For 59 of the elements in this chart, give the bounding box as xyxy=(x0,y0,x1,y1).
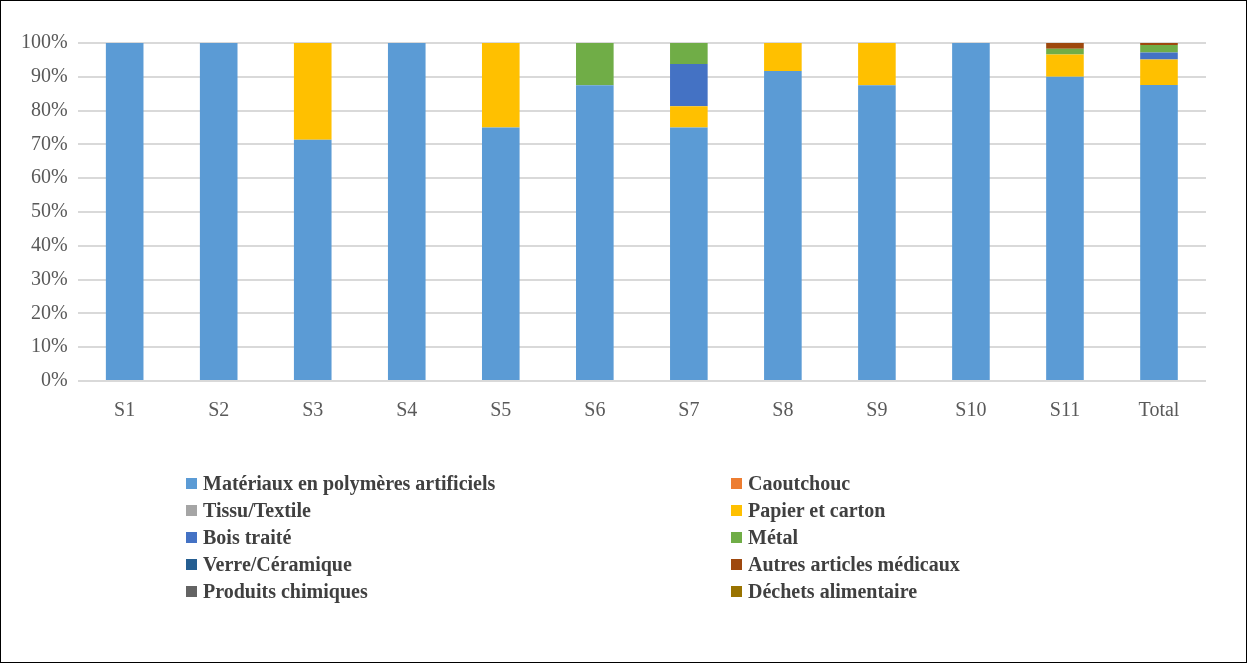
bar xyxy=(670,106,708,128)
bar xyxy=(764,71,802,380)
bar xyxy=(858,43,896,86)
bar xyxy=(481,43,520,128)
legend-label: Produits chimiques xyxy=(203,580,368,603)
y-tick-label: 30% xyxy=(30,266,68,289)
y-tick-label: 0% xyxy=(40,368,68,391)
bar xyxy=(952,43,990,380)
bar xyxy=(1140,45,1178,53)
y-tick-label: 60% xyxy=(30,165,68,188)
bar xyxy=(670,63,708,107)
bar xyxy=(1140,52,1178,60)
y-tick-label: 90% xyxy=(30,64,68,87)
legend-label: Métal xyxy=(748,526,798,549)
y-tick-label: 10% xyxy=(30,334,68,357)
bar xyxy=(576,43,614,86)
bar xyxy=(481,127,520,380)
x-tick-label: S2 xyxy=(208,398,230,421)
x-tick-label: S7 xyxy=(678,398,700,421)
x-tick-label: S3 xyxy=(302,398,324,421)
x-tick-label: Total xyxy=(1138,398,1180,421)
bar xyxy=(1046,54,1084,77)
legend-label: Autres articles médicaux xyxy=(748,553,960,576)
legend-label: Verre/Céramique xyxy=(203,553,352,576)
x-tick-label: S5 xyxy=(490,398,512,421)
legend-label: Papier et carton xyxy=(748,499,886,522)
bar xyxy=(858,85,896,380)
legend-label: Matériaux en polymères artificiels xyxy=(203,472,496,495)
y-tick-label: 40% xyxy=(30,233,68,256)
x-tick-label: S10 xyxy=(955,398,987,421)
x-tick-label: S1 xyxy=(114,398,136,421)
x-tick-label: S11 xyxy=(1049,398,1081,421)
y-tick-label: 50% xyxy=(30,199,68,222)
bar xyxy=(387,43,426,380)
bar xyxy=(293,43,332,140)
y-tick-label: 70% xyxy=(30,131,68,154)
legend-label: Bois traité xyxy=(203,526,292,549)
y-tick-label: 80% xyxy=(30,97,68,120)
bar xyxy=(764,43,802,72)
bar xyxy=(1046,43,1084,49)
bar xyxy=(1140,84,1178,380)
y-tick-label: 100% xyxy=(20,30,68,53)
bar xyxy=(576,85,614,380)
y-tick-label: 20% xyxy=(30,300,68,323)
bar xyxy=(670,127,708,380)
x-tick-label: S6 xyxy=(584,398,606,421)
legend-label: Tissu/Textile xyxy=(203,499,311,522)
x-tick-label: S9 xyxy=(866,398,888,421)
bar xyxy=(199,43,238,380)
bar xyxy=(1046,76,1084,380)
bar xyxy=(1140,43,1178,46)
legend-label: Déchets alimentaire xyxy=(748,580,918,603)
x-tick-label: S4 xyxy=(396,398,418,421)
bar xyxy=(293,139,332,380)
bar xyxy=(670,43,708,64)
x-tick-label: S8 xyxy=(772,398,794,421)
legend-label: Caoutchouc xyxy=(748,472,851,495)
bar xyxy=(105,43,144,380)
bar xyxy=(1140,59,1178,85)
